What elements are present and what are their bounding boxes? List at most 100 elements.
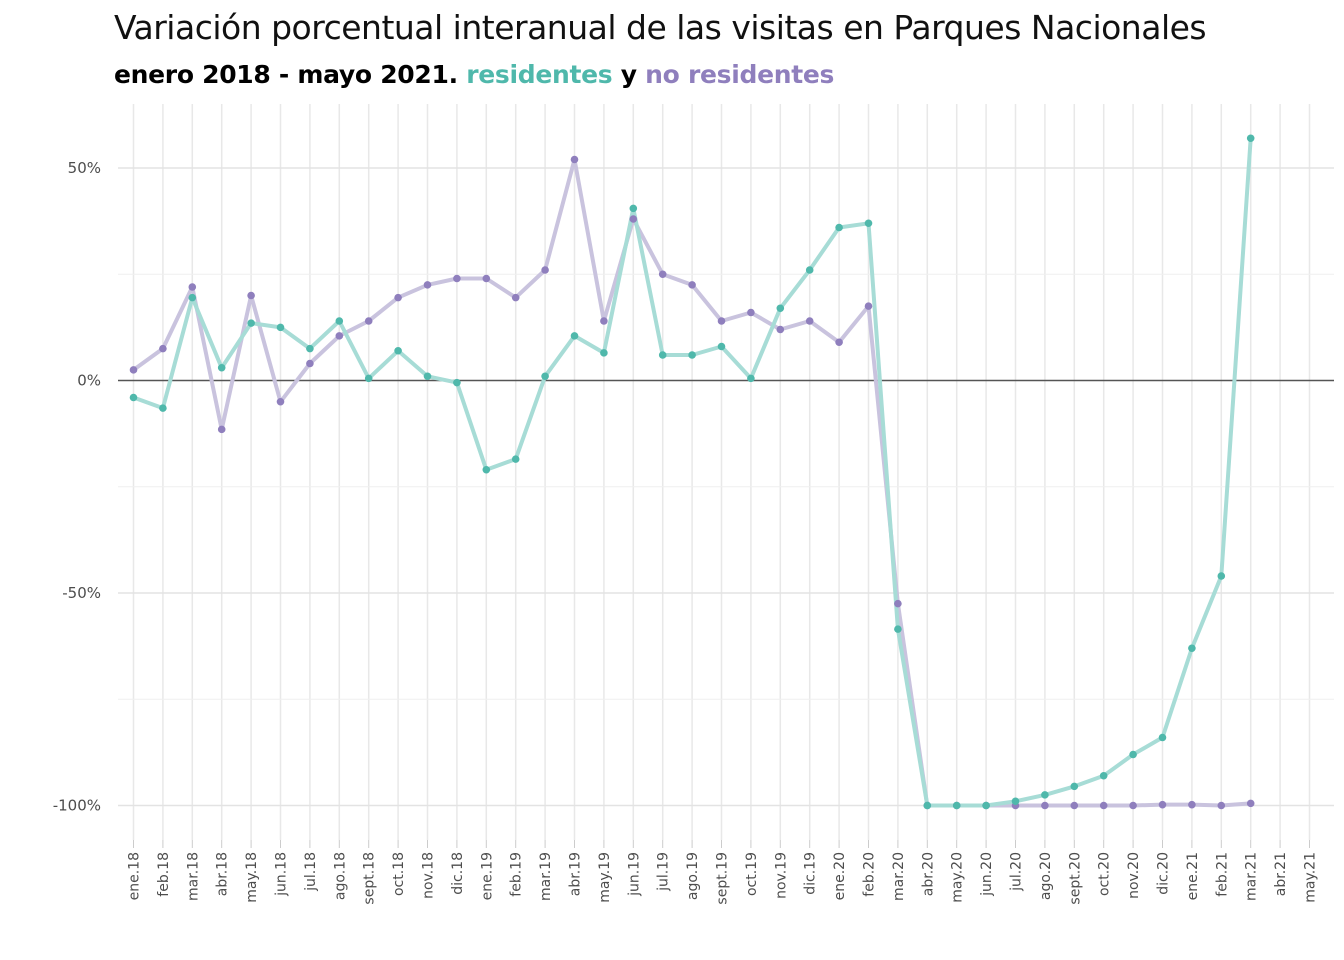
data-point-residentes (864, 219, 873, 228)
x-tick-label: may.21 (1303, 852, 1319, 903)
data-point-no-residentes (394, 293, 402, 302)
data-point-no-residentes (276, 397, 285, 406)
x-tick-label: may.20 (950, 852, 966, 903)
x-tick-label: sept.18 (362, 852, 378, 905)
data-point-residentes (217, 363, 226, 372)
x-tick-label: sept.19 (715, 852, 731, 905)
data-point-no-residentes (747, 308, 755, 317)
data-point-no-residentes (423, 281, 432, 289)
x-tick-label: oct.20 (1097, 852, 1113, 896)
data-point-no-residentes (1129, 801, 1137, 810)
x-tick-label: abr.19 (568, 852, 584, 896)
x-tick-label: nov.18 (421, 852, 437, 899)
data-point-no-residentes (776, 325, 785, 334)
subtitle-connector: y (612, 60, 646, 89)
data-point-no-residentes (1070, 801, 1079, 810)
data-point-no-residentes (600, 317, 608, 325)
data-point-no-residentes (159, 344, 167, 353)
data-point-residentes (570, 332, 579, 340)
data-point-residentes (482, 465, 491, 474)
data-point-no-residentes (188, 283, 197, 291)
data-point-no-residentes (688, 281, 696, 289)
x-tick-label: mar.21 (1244, 852, 1260, 901)
data-point-residentes (276, 323, 285, 332)
data-point-residentes (511, 455, 520, 463)
data-point-residentes (188, 293, 197, 302)
data-point-residentes (1188, 644, 1196, 653)
x-tick-label: jul.20 (1009, 852, 1025, 892)
x-tick-label: ene.20 (832, 852, 848, 900)
data-point-no-residentes (364, 317, 373, 325)
data-point-residentes (1041, 791, 1049, 799)
x-tick-label: sept.20 (1067, 852, 1083, 905)
data-point-no-residentes (570, 155, 579, 164)
x-tick-label: abr.21 (1273, 852, 1289, 896)
data-point-no-residentes (1099, 801, 1108, 810)
y-axis-ticks: 50% 0% -50% -100% (53, 159, 101, 815)
data-point-no-residentes (511, 293, 520, 302)
data-point-residentes (423, 372, 432, 381)
data-point-no-residentes (129, 366, 138, 374)
y-tick-label: 0% (77, 372, 101, 390)
data-point-no-residentes (335, 332, 344, 340)
chart-title: Variación porcentual interanual de las v… (114, 8, 1207, 47)
x-tick-label: dic.19 (803, 852, 819, 895)
x-tick-label: mar.20 (891, 852, 907, 901)
x-tick-label: jun.19 (626, 852, 642, 897)
x-tick-label: dic.18 (450, 852, 466, 895)
data-point-no-residentes (1188, 800, 1196, 809)
data-point-no-residentes (1246, 799, 1255, 808)
legend-residentes: residentes (466, 60, 613, 89)
data-point-no-residentes (1217, 801, 1226, 810)
data-point-residentes (247, 319, 255, 327)
data-point-no-residentes (482, 274, 491, 283)
y-tick-label: -100% (53, 797, 101, 815)
data-point-residentes (1070, 782, 1079, 791)
data-point-no-residentes (805, 317, 814, 325)
data-point-no-residentes (894, 599, 902, 608)
x-tick-label: oct.18 (391, 852, 407, 896)
x-tick-label: feb.19 (509, 852, 525, 897)
x-tick-label: feb.21 (1214, 852, 1230, 897)
data-point-residentes (129, 393, 138, 402)
data-point-no-residentes (217, 425, 226, 434)
x-tick-label: jul.18 (303, 852, 319, 892)
data-point-residentes (1217, 572, 1226, 580)
x-tick-label: ago.19 (685, 852, 701, 900)
x-tick-label: nov.19 (773, 852, 789, 899)
data-point-residentes (364, 374, 373, 383)
data-point-residentes (923, 801, 932, 810)
data-point-residentes (1099, 771, 1108, 780)
data-point-residentes (1158, 733, 1167, 742)
data-point-no-residentes (864, 302, 873, 310)
x-tick-label: ago.20 (1038, 852, 1054, 900)
series-points (129, 134, 1255, 810)
x-tick-label: ene.18 (127, 852, 143, 900)
x-tick-label: ene.21 (1185, 852, 1201, 900)
x-tick-label: mar.19 (538, 852, 554, 901)
y-tick-label: -50% (62, 584, 101, 602)
data-point-residentes (159, 404, 167, 412)
data-point-residentes (835, 223, 843, 232)
data-point-residentes (747, 374, 755, 383)
data-point-residentes (1129, 750, 1137, 759)
x-tick-label: jun.20 (979, 852, 995, 897)
x-tick-label: mar.18 (185, 852, 201, 901)
data-point-residentes (306, 344, 314, 353)
data-point-no-residentes (717, 317, 726, 325)
data-point-residentes (541, 372, 549, 381)
legend-no-residentes: no residentes (645, 60, 835, 89)
x-tick-label: feb.18 (156, 852, 172, 897)
data-point-residentes (952, 801, 961, 810)
data-point-no-residentes (1158, 800, 1167, 809)
data-point-no-residentes (247, 291, 255, 300)
x-tick-label: jul.19 (656, 852, 672, 892)
subtitle-prefix: enero 2018 - mayo 2021. (114, 60, 467, 89)
grid-lines (118, 104, 1334, 840)
x-tick-label: may.18 (244, 852, 260, 903)
data-point-residentes (1011, 797, 1020, 806)
data-point-residentes (658, 351, 667, 359)
data-point-no-residentes (835, 338, 843, 347)
chart-subtitle: enero 2018 - mayo 2021. residentes y no … (114, 60, 834, 89)
data-point-residentes (717, 342, 726, 351)
